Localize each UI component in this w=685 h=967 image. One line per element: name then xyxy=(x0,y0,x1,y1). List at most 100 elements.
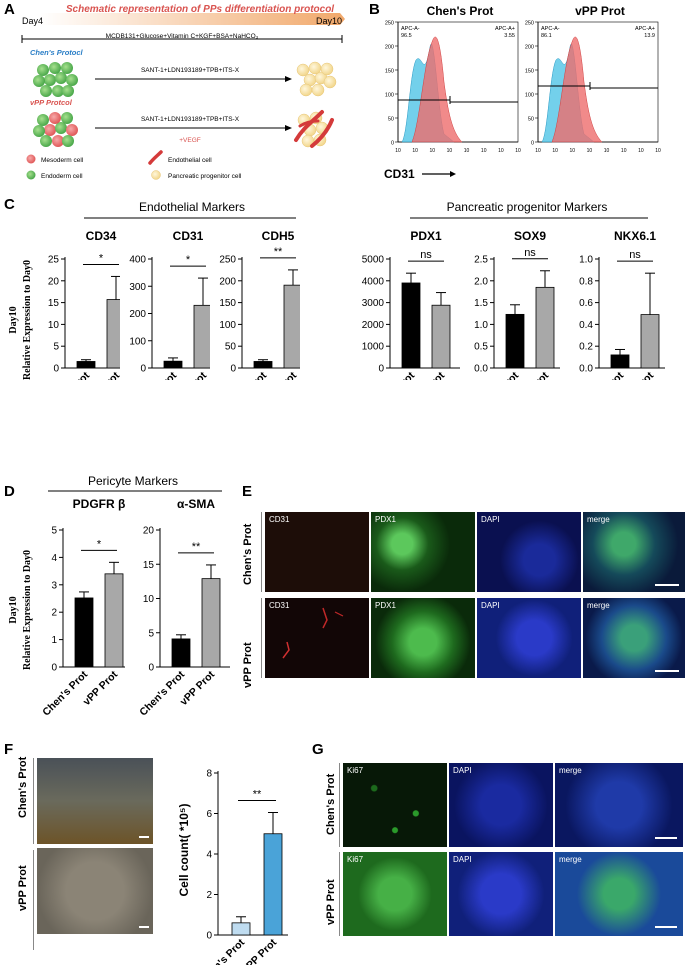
y-tick-label-cd34: 20 xyxy=(48,276,60,287)
bar-pdx1-1 xyxy=(431,304,451,369)
flow-chen-title: Chen's Prot xyxy=(427,4,494,18)
panel-letter-d: D xyxy=(4,483,15,500)
flow-x-tick-label: 10 xyxy=(430,148,436,154)
chart-title--sma: α-SMA xyxy=(177,497,215,511)
flow-gate-right-pct: 13.9 xyxy=(644,33,655,39)
x-label-cd34-0: Chen's Prot xyxy=(42,369,92,380)
bar-cdh5-0 xyxy=(253,361,273,369)
y-tick-label-cdh5: 100 xyxy=(219,320,236,331)
y-tick-label-sox9: 0.0 xyxy=(474,364,488,375)
bar-cellcount-0 xyxy=(231,922,251,936)
flow-sample-histogram xyxy=(411,36,463,143)
image-vpp-dapi: DAPI xyxy=(477,598,581,678)
y-tick-label-cd34: 10 xyxy=(48,320,60,331)
flow-gate-right-label: APC-A+ xyxy=(635,26,655,32)
sig-label-cd31: * xyxy=(186,254,191,266)
flow-x-tick-label: 10 xyxy=(570,148,576,154)
image-ki67-vpp: Ki67 xyxy=(343,852,447,936)
bar-sox9-0 xyxy=(505,313,525,369)
y-tick-label-cdh5: 150 xyxy=(219,298,236,309)
flow-x-tick-label: 10 xyxy=(498,148,504,154)
flow-y-tick-label: 150 xyxy=(525,69,534,75)
flow-y-tick-label: 100 xyxy=(385,93,394,99)
flow-x-tick-label: 10 xyxy=(552,148,558,154)
panel-letter-a: A xyxy=(4,1,15,18)
y-tick-label-cellcount: 8 xyxy=(206,769,212,780)
y-tick-label-pdx1: 5000 xyxy=(362,255,385,266)
sig-label-cd34: * xyxy=(99,252,104,264)
panel-e-row1-label: Chen's Prot xyxy=(242,523,254,585)
flow-x-tick-label: 10 xyxy=(481,148,487,154)
y-tick-label-pdgfr-: 3 xyxy=(51,580,57,591)
flow-x-tick-label: 10 xyxy=(535,148,541,154)
y-tick-label-pdx1: 1000 xyxy=(362,342,385,353)
y-tick-label-cd31: 400 xyxy=(129,255,146,266)
flow-vpp-title: vPP Prot xyxy=(575,4,625,18)
y-tick-label--sma: 15 xyxy=(143,560,155,571)
y-tick-label-nkx6-1: 0.8 xyxy=(579,276,593,287)
chart-title-sox9: SOX9 xyxy=(514,229,546,243)
bar-cellcount-1 xyxy=(263,833,283,936)
image-dapi-chen: DAPI xyxy=(449,763,553,847)
panel-g-row1-label: Chen's Prot xyxy=(325,773,337,835)
y-tick-label-cd34: 5 xyxy=(53,342,59,353)
y-tick-label-nkx6-1: 0.0 xyxy=(579,364,593,375)
y-tick-label-cellcount: 0 xyxy=(206,931,212,942)
sig-label-sox9: ns xyxy=(524,247,536,259)
bar-cd34-0 xyxy=(76,361,96,369)
mesoderm-legend-label: Mesoderm cell xyxy=(41,157,84,164)
sig-label-cdh5: ** xyxy=(274,246,283,258)
panel-letter-c: C xyxy=(4,196,15,213)
flow-x-tick-label: 10 xyxy=(515,148,521,154)
flow-x-tick-label: 10 xyxy=(621,148,627,154)
endothelial-legend-label: Endothelial cell xyxy=(168,157,212,164)
y-tick-label-sox9: 0.5 xyxy=(474,342,488,353)
y-tick-label-sox9: 2.0 xyxy=(474,276,488,287)
chart-title-pdx1: PDX1 xyxy=(410,229,442,243)
endoderm-legend-icon xyxy=(26,170,36,180)
y-tick-label-pdx1: 4000 xyxy=(362,276,385,287)
sig-label-cellcount: ** xyxy=(253,788,262,800)
flow-gate-left-pct: 86.1 xyxy=(541,33,552,39)
panel-letter-g: G xyxy=(312,741,324,758)
flow-cytometry-panel: Chen's Prot vPP Prot 050100150200250APC-… xyxy=(384,4,661,181)
bar-cd31-0 xyxy=(163,360,183,369)
y-tick-label-cdh5: 200 xyxy=(219,276,236,287)
panel-f-row1-label: Chen's Prot xyxy=(17,756,29,818)
panel-letter-b: B xyxy=(369,1,380,18)
bar-cd31-1 xyxy=(193,304,210,369)
y-tick-label-cd31: 200 xyxy=(129,309,146,320)
bar-pdx1-0 xyxy=(401,282,421,369)
vpp-cocktail-label: SANT-1+LDN193189+TPB+ITS-X xyxy=(141,116,240,123)
flow-y-tick-label: 0 xyxy=(531,141,534,147)
flow-x-tick-label: 10 xyxy=(412,148,418,154)
vpp-end-cluster xyxy=(294,110,334,148)
image-merge-vpp: merge xyxy=(555,852,683,936)
y-tick-label-pdx1: 3000 xyxy=(362,298,385,309)
chart-title-cd31: CD31 xyxy=(173,229,204,243)
pancreatic-legend-label: Pancreatic progenitor cell xyxy=(168,173,242,180)
y-tick-label-pdgfr-: 5 xyxy=(51,526,57,537)
panel-f-ylabel: Cell count( *10⁵) xyxy=(177,804,191,897)
image-chen-cd31: CD31 xyxy=(265,512,369,592)
bar-nkx6-1-1 xyxy=(640,314,660,369)
brightfield-chen xyxy=(37,758,153,844)
marker-group-titles: Endothelial Markers Pancreatic progenito… xyxy=(84,200,648,219)
chart-title-pdgfr-: PDGFR β xyxy=(73,497,125,511)
bar-pdgfr--0 xyxy=(74,597,94,668)
y-tick-label--sma: 5 xyxy=(148,628,154,639)
y-tick-label-cdh5: 50 xyxy=(225,342,237,353)
y-tick-label-sox9: 1.0 xyxy=(474,320,488,331)
flow-gate-right-label: APC-A+ xyxy=(495,26,515,32)
panel-g-row2-label: vPP Prot xyxy=(325,879,337,925)
bar-chart-pdx1: PDX1010002000300040005000Chen's ProtvPP … xyxy=(362,229,460,380)
flow-sample-histogram xyxy=(551,36,603,143)
panel-c-ylabel-line2: Relative Expression to Day0 xyxy=(22,260,33,380)
flow-y-tick-label: 250 xyxy=(385,21,394,27)
x-label-cellcount-0: Chen's Prot xyxy=(197,936,247,965)
chen-cocktail-label: SANT-1+LDN193189+TPB+ITS-X xyxy=(141,67,240,74)
chen-end-cluster xyxy=(296,61,337,97)
panel-d-ylabel-line2: Relative Expression to Day0 xyxy=(22,550,33,670)
